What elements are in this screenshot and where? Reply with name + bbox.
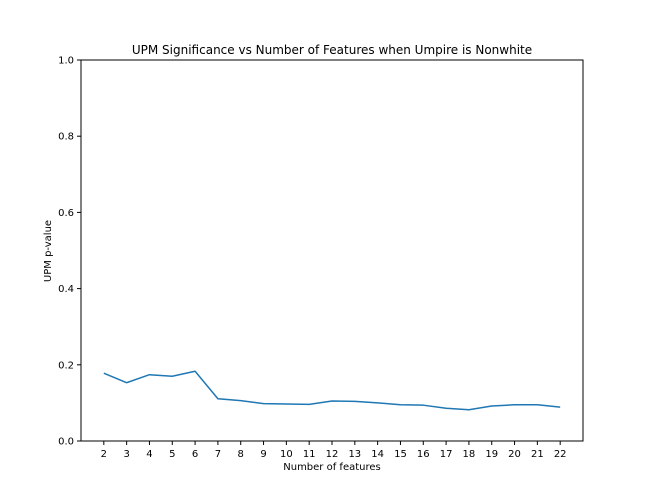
x-tick-label: 6 bbox=[192, 449, 198, 460]
x-tick-label: 15 bbox=[394, 449, 407, 460]
x-tick-label: 3 bbox=[123, 449, 129, 460]
y-axis: 0.0 0.2 0.4 0.6 0.8 1.0 bbox=[58, 56, 81, 448]
x-tick-label: 13 bbox=[348, 449, 361, 460]
y-tick-label: 0.4 bbox=[58, 284, 74, 295]
x-axis: 2 3 4 5 6 7 8 9 10 11 12 13 14 15 16 17 18 19 20 21 22 bbox=[101, 441, 567, 460]
y-tick-label: 1.0 bbox=[58, 56, 74, 67]
y-axis-label: UPM p-value bbox=[43, 220, 54, 282]
x-tick-label: 5 bbox=[169, 449, 175, 460]
y-tick-label: 0.0 bbox=[58, 437, 74, 448]
x-tick-label: 18 bbox=[463, 449, 476, 460]
x-tick-label: 16 bbox=[417, 449, 430, 460]
x-tick-label: 20 bbox=[508, 449, 521, 460]
x-tick-label: 17 bbox=[440, 449, 453, 460]
x-tick-label: 14 bbox=[371, 449, 384, 460]
x-tick-label: 7 bbox=[215, 449, 221, 460]
x-axis-label: Number of features bbox=[283, 462, 380, 473]
x-tick-label: 4 bbox=[146, 449, 152, 460]
x-tick-label: 12 bbox=[326, 449, 339, 460]
x-tick-label: 11 bbox=[303, 449, 316, 460]
x-tick-label: 10 bbox=[280, 449, 293, 460]
x-tick-label: 22 bbox=[554, 449, 567, 460]
y-tick-label: 0.6 bbox=[58, 208, 74, 219]
x-tick-label: 8 bbox=[238, 449, 244, 460]
chart-title: UPM Significance vs Number of Features w… bbox=[132, 43, 532, 57]
series-line bbox=[103, 370, 561, 411]
y-tick-label: 0.2 bbox=[58, 360, 74, 371]
series-layer bbox=[103, 370, 561, 411]
plot-area bbox=[80, 59, 584, 442]
x-tick-label: 21 bbox=[531, 449, 544, 460]
x-tick-label: 9 bbox=[260, 449, 266, 460]
x-tick-label: 19 bbox=[485, 449, 498, 460]
y-tick-label: 0.8 bbox=[58, 132, 74, 143]
x-tick-label: 2 bbox=[101, 449, 107, 460]
